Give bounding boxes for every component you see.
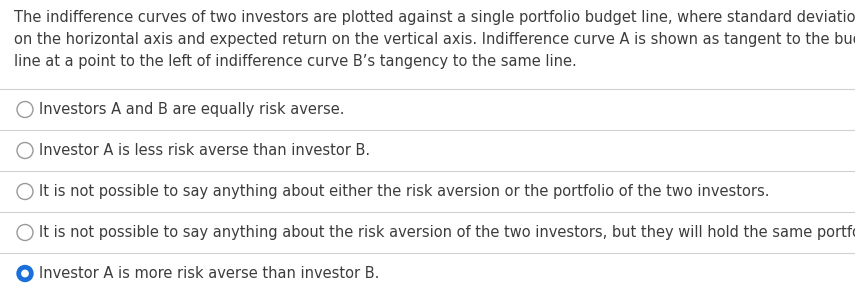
Text: It is not possible to say anything about the risk aversion of the two investors,: It is not possible to say anything about… — [39, 225, 855, 240]
Text: The indifference curves of two investors are plotted against a single portfolio : The indifference curves of two investors… — [14, 10, 855, 69]
Text: Investor A is more risk averse than investor B.: Investor A is more risk averse than inve… — [39, 266, 380, 281]
Text: Investors A and B are equally risk averse.: Investors A and B are equally risk avers… — [39, 102, 345, 117]
Text: Investor A is less risk averse than investor B.: Investor A is less risk averse than inve… — [39, 143, 370, 158]
Text: It is not possible to say anything about either the risk aversion or the portfol: It is not possible to say anything about… — [39, 184, 770, 199]
